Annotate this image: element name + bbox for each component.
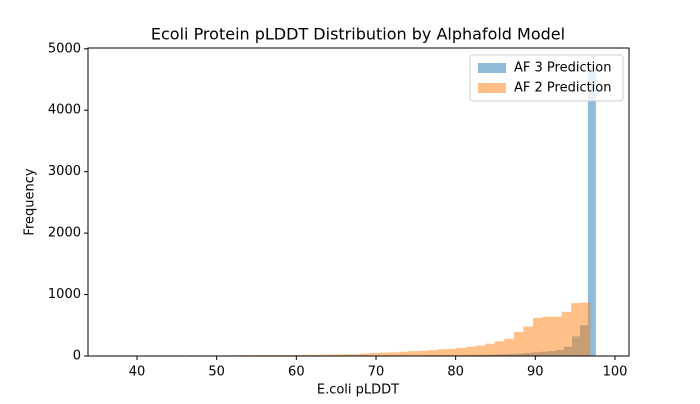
histogram-bar (428, 350, 438, 356)
histogram-bar (581, 303, 591, 356)
x-tick-label: 40 (129, 365, 146, 380)
legend-label: AF 2 Prediction (514, 81, 612, 96)
histogram-bar (552, 317, 562, 356)
x-tick-label: 50 (208, 365, 225, 380)
histogram-bar (523, 327, 533, 356)
x-tick-label: 90 (527, 365, 544, 380)
histogram-bar (485, 344, 495, 356)
legend-swatch (478, 83, 506, 93)
chart-title: Ecoli Protein pLDDT Distribution by Alph… (151, 25, 565, 44)
y-tick-label: 5000 (48, 41, 81, 56)
y-tick-label: 2000 (48, 226, 81, 241)
x-tick-label: 100 (603, 365, 628, 380)
y-tick-label: 4000 (48, 103, 81, 118)
legend-label: AF 3 Prediction (514, 61, 612, 76)
histogram-bar (409, 351, 419, 356)
x-tick-label: 60 (288, 365, 305, 380)
histogram-bar (380, 353, 390, 356)
histogram-bar (476, 346, 486, 356)
y-tick-label: 1000 (48, 287, 81, 302)
histogram-bar (571, 303, 581, 356)
histogram-bar (533, 318, 543, 356)
histogram-bar (495, 341, 505, 356)
histogram-bar (447, 349, 457, 356)
y-axis-label: Frequency (23, 168, 38, 235)
x-tick-label: 80 (447, 365, 464, 380)
histogram-bar (562, 312, 572, 356)
histogram-bar (418, 351, 428, 356)
histogram-bar (456, 348, 466, 356)
histogram-bar (399, 352, 409, 356)
x-axis-label: E.coli pLDDT (317, 383, 399, 398)
histogram-bar (466, 347, 476, 356)
histogram-bar (437, 349, 447, 356)
x-tick-label: 70 (368, 365, 385, 380)
histogram-bar (504, 339, 514, 356)
histogram-bar (390, 352, 400, 356)
histogram-bar (514, 332, 524, 356)
histogram-bar (542, 317, 552, 356)
y-tick-label: 3000 (48, 164, 81, 179)
y-tick-label: 0 (73, 349, 81, 364)
legend-swatch (478, 63, 506, 73)
